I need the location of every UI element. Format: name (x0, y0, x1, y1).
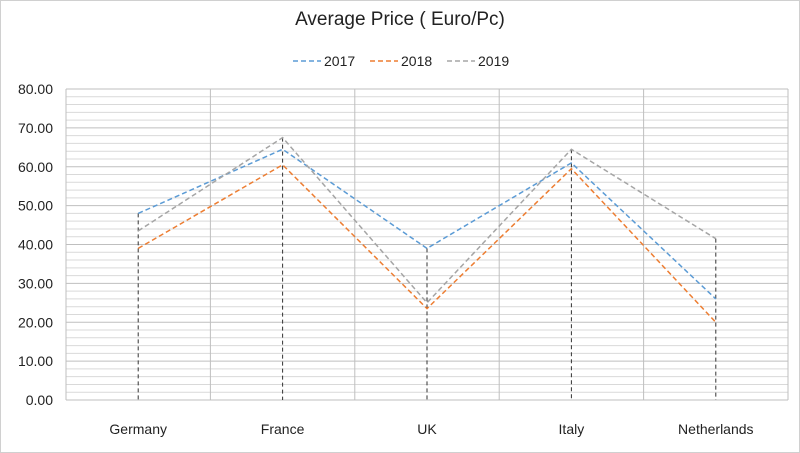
x-category-label: France (261, 421, 305, 437)
data-point (136, 229, 140, 233)
x-axis-category-labels: Germany France UK Italy Netherlands (109, 421, 753, 437)
x-category-label: Italy (559, 421, 585, 437)
x-category-label: Germany (109, 421, 167, 437)
data-point (425, 307, 429, 311)
series-2018 (136, 163, 718, 324)
data-point (714, 237, 718, 241)
data-point (136, 246, 140, 250)
data-point (569, 147, 573, 151)
y-tick-label: 40.00 (18, 237, 53, 253)
gridlines (65, 88, 789, 401)
y-tick-label: 60.00 (18, 159, 53, 175)
legend-label: 2019 (478, 53, 509, 69)
data-point (714, 320, 718, 324)
y-axis-tick-labels: 0.00 10.00 20.00 30.00 40.00 50.00 60.00 70.00 8… (18, 81, 53, 408)
chart-title: Average Price ( Euro/Pc) (295, 9, 505, 30)
y-tick-label: 20.00 (18, 314, 53, 330)
series-2019 (136, 136, 718, 305)
series-line-2019 (137, 136, 717, 304)
y-tick-label: 0.00 (26, 392, 53, 408)
data-point (281, 136, 285, 140)
data-point (281, 147, 285, 151)
series-line-2017 (137, 148, 717, 300)
series-line-2018 (137, 163, 717, 323)
y-tick-label: 10.00 (18, 353, 53, 369)
y-tick-label: 50.00 (18, 198, 53, 214)
legend-label: 2018 (401, 53, 432, 69)
x-category-label: UK (417, 421, 437, 437)
x-category-label: Netherlands (678, 421, 754, 437)
legend-label: 2017 (324, 53, 355, 69)
drop-lines (137, 137, 717, 400)
series-2017 (136, 147, 718, 301)
data-point (569, 161, 573, 165)
data-point (714, 297, 718, 301)
data-point (425, 301, 429, 305)
data-point (136, 211, 140, 215)
y-tick-label: 70.00 (18, 120, 53, 136)
data-point (281, 163, 285, 167)
y-tick-label: 80.00 (18, 81, 53, 97)
data-point (569, 167, 573, 171)
legend: 2017 2018 2019 (293, 53, 509, 69)
y-tick-label: 30.00 (18, 275, 53, 291)
data-point (425, 246, 429, 250)
